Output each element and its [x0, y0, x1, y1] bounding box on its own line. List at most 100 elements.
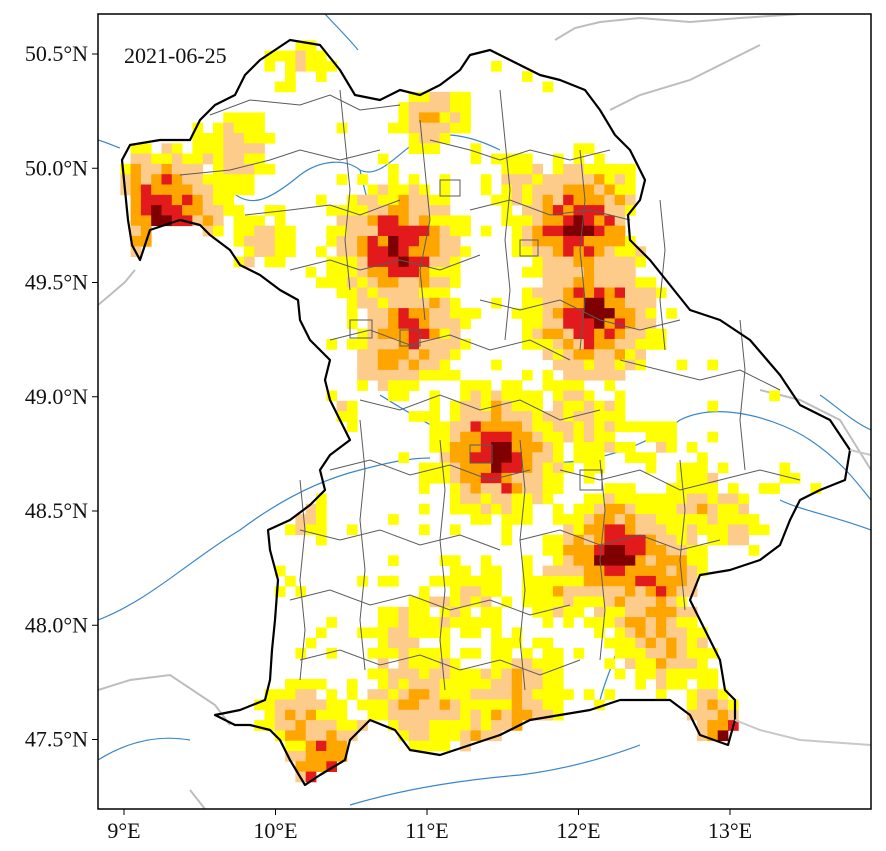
drought-cell	[542, 648, 554, 659]
drought-cell	[583, 617, 595, 628]
drought-cell	[676, 606, 688, 618]
drought-cell	[130, 184, 142, 196]
drought-cell	[522, 596, 533, 608]
drought-cell	[522, 668, 533, 680]
drought-cell	[645, 514, 657, 525]
drought-cell	[357, 236, 368, 247]
drought-cell	[697, 678, 708, 690]
drought-cell	[274, 586, 286, 597]
drought-cell	[439, 648, 451, 659]
drought-cell	[449, 462, 461, 474]
drought-cell	[388, 174, 399, 185]
drought-cell	[614, 277, 626, 288]
drought-cell	[274, 205, 286, 216]
drought-cell	[460, 586, 471, 597]
drought-cell	[511, 308, 523, 319]
drought-cell	[604, 689, 616, 700]
drought-cell	[666, 668, 677, 680]
drought-cell	[491, 720, 502, 731]
drought-cell	[655, 514, 667, 525]
drought-cell	[563, 174, 574, 185]
drought-cell	[532, 194, 543, 206]
drought-cell	[604, 411, 616, 422]
drought-cell	[367, 627, 379, 639]
drought-cell	[573, 328, 585, 340]
drought-cell	[326, 339, 337, 350]
drought-cell	[408, 112, 420, 124]
drought-cell	[326, 761, 337, 772]
drought-cell	[274, 565, 286, 577]
drought-cell	[408, 236, 420, 247]
drought-cell	[460, 380, 471, 391]
drought-cell	[388, 225, 399, 237]
drought-cell	[182, 163, 193, 175]
drought-cell	[388, 648, 399, 659]
drought-cell	[625, 266, 636, 278]
drought-cell	[346, 225, 358, 237]
drought-cell	[614, 194, 626, 206]
drought-cell	[398, 277, 410, 288]
drought-cell	[460, 689, 471, 700]
drought-cell	[563, 617, 574, 628]
drought-cell	[285, 699, 296, 711]
drought-cell	[748, 524, 760, 536]
drought-cell	[388, 637, 399, 649]
drought-cell	[449, 91, 461, 103]
x-tick-label: 10°E	[253, 818, 297, 843]
drought-cell	[439, 297, 451, 309]
drought-cell	[336, 174, 348, 185]
drought-cell	[388, 689, 399, 700]
drought-cell	[697, 699, 708, 711]
drought-cell	[326, 205, 337, 216]
drought-cell	[377, 709, 389, 721]
drought-cell	[501, 493, 513, 505]
drought-cell	[542, 287, 554, 299]
drought-cell	[604, 658, 616, 669]
drought-cell	[511, 503, 523, 515]
drought-cell	[449, 266, 461, 278]
drought-cell	[511, 421, 523, 433]
drought-cell	[254, 215, 265, 227]
drought-cell	[532, 328, 543, 340]
drought-cell	[707, 400, 719, 412]
drought-cell	[429, 369, 440, 381]
drought-cell	[532, 586, 543, 597]
drought-cell	[686, 617, 698, 628]
drought-cell	[583, 277, 595, 288]
drought-cell	[192, 194, 204, 206]
drought-cell	[316, 627, 327, 639]
drought-cell	[449, 720, 461, 731]
drought-cell	[439, 194, 451, 206]
drought-cell	[357, 369, 368, 381]
drought-cell	[398, 699, 410, 711]
drought-cell	[583, 236, 595, 247]
drought-cell	[470, 678, 482, 690]
drought-cell	[439, 328, 451, 340]
drought-cell	[511, 493, 523, 505]
drought-cell	[460, 709, 471, 721]
drought-cell	[573, 575, 585, 587]
drought-cell	[748, 545, 760, 556]
drought-cell	[522, 205, 533, 216]
drought-cell	[449, 658, 461, 669]
drought-cell	[604, 225, 616, 237]
drought-cell	[305, 503, 317, 515]
drought-cell	[532, 318, 543, 330]
drought-cell	[676, 678, 688, 690]
drought-cell	[491, 668, 502, 680]
drought-cell	[151, 194, 162, 206]
drought-cell	[439, 596, 451, 608]
drought-cell	[295, 699, 307, 711]
drought-cell	[460, 565, 471, 577]
drought-cell	[686, 472, 698, 484]
drought-cell	[552, 462, 564, 474]
drought-cell	[305, 761, 317, 772]
drought-cell	[511, 678, 523, 690]
bavaria-border	[120, 38, 852, 787]
x-tick-label: 11°E	[405, 818, 448, 843]
drought-cell	[676, 545, 688, 556]
drought-cell	[439, 112, 451, 124]
drought-cell	[604, 503, 616, 515]
drought-cell	[305, 720, 317, 731]
drought-cell	[470, 483, 482, 494]
